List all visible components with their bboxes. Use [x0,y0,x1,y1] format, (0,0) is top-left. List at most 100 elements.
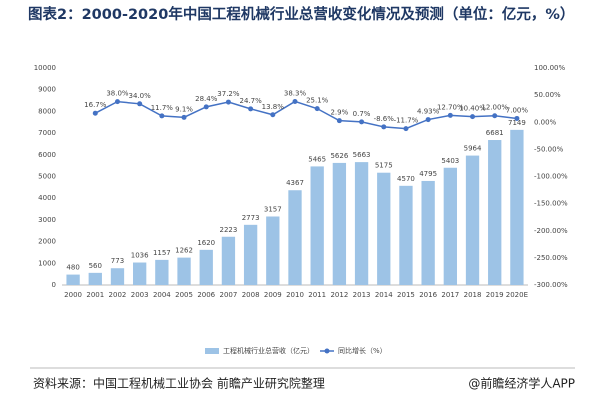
line-marker [181,114,187,120]
chart-title: 图表2：2000-2020年中国工程机械行业总营收变化情况及预测（单位：亿元，%… [28,7,575,23]
y-tick-label: 1000 [38,259,56,267]
line-label: 13.8% [262,103,285,111]
line-marker [270,112,276,118]
y2-tick-label: -150.00% [534,200,568,208]
bar-label: 4570 [397,175,415,183]
x-tick-label: 2010 [286,291,304,299]
bar-label: 2773 [242,214,260,222]
line-label: -8.6% [374,115,395,123]
line-label: 0.7% [353,110,371,118]
x-tick-label: 2015 [397,291,415,299]
y-tick-label: 6000 [38,151,56,159]
y2-tick-label: -200.00% [534,227,568,235]
brand: @前瞻经济学人APP [468,376,575,391]
line-marker [114,99,120,105]
y-tick-label: 4000 [38,194,56,202]
line-label: 24.7% [239,97,262,105]
x-tick-label: 2018 [464,291,482,299]
bar-label: 6681 [486,129,504,137]
bar [354,162,369,285]
bar-label: 1262 [175,247,193,255]
bar-label: 560 [89,262,102,270]
line-label: 16.7% [84,101,107,109]
line-label: 7.00% [506,106,529,114]
line-label: 10.40% [459,105,486,113]
x-tick-label: 2012 [330,291,348,299]
line-marker [470,114,476,120]
line-label: 34.0% [129,92,152,100]
x-tick-label: 2005 [175,291,193,299]
y-tick-label: 8000 [38,107,56,115]
x-tick-label: 2019 [486,291,504,299]
x-tick-label: 2008 [242,291,260,299]
line-label: 12.00% [481,104,508,112]
bar [266,216,280,285]
line-marker [92,110,98,116]
y2-tick-label: 100.00% [534,64,565,72]
line-marker [137,101,143,107]
x-tick-label: 2014 [375,291,393,299]
line-marker [359,119,365,125]
line-marker [248,106,254,112]
line-marker [381,124,387,130]
line-label: -11.7% [394,117,419,125]
bar [288,190,302,285]
line-marker [514,115,520,121]
x-tick-label: 2002 [109,291,127,299]
bar [510,129,524,285]
bar [221,236,236,285]
bar [310,166,324,285]
y2-tick-label: -300.00% [534,281,568,289]
bar-label: 1036 [131,252,149,260]
bar [421,180,435,285]
bar [243,224,258,285]
line-marker [203,104,209,110]
x-tick-label: 2007 [220,291,238,299]
bar [399,185,413,285]
bar [88,272,102,285]
legend-label: 工程机械行业总营收（亿元） [223,346,314,355]
bar [155,259,169,285]
bar-label: 1157 [153,249,171,257]
bar-label: 1620 [197,239,215,247]
line-label: 9.1% [175,105,193,113]
line-label: 2.9% [330,109,348,117]
x-tick-label: 2009 [264,291,282,299]
bar-label: 5465 [308,155,326,163]
bar-label: 5964 [464,145,482,153]
x-tick-label: 2013 [353,291,371,299]
y-tick-label: 10000 [34,64,56,72]
line-label: 12.70% [437,103,464,111]
bar [133,262,147,285]
line-label: 38.0% [106,90,129,98]
bar [465,155,480,285]
line-label: 38.3% [284,89,307,97]
bar-label: 5403 [441,157,459,165]
line [94,100,517,130]
legend-swatch [205,348,219,354]
bar [177,257,191,285]
bar-label: 5626 [330,152,348,160]
y-tick-label: 7000 [38,129,56,137]
y2-tick-label: 0.00% [534,118,557,126]
line-marker [225,99,231,105]
line-marker [159,113,165,119]
bar-label: 5175 [375,162,393,170]
line-label: 37.2% [217,90,240,98]
y-tick-label: 0 [52,281,56,289]
line-label: 11.7% [151,104,174,112]
x-tick-label: 2017 [441,291,459,299]
line-marker [336,118,342,124]
bar-label: 4795 [419,170,437,178]
bar [110,268,125,285]
y-tick-label: 9000 [38,86,56,94]
line-marker [292,98,298,104]
x-tick-label: 2003 [131,291,149,299]
x-tick-label: 2011 [308,291,326,299]
line-label: 28.4% [195,95,218,103]
bar-label: 4367 [286,179,304,187]
line-marker [425,117,431,123]
y2-tick-label: -250.00% [534,254,568,262]
y-tick-label: 3000 [38,216,56,224]
